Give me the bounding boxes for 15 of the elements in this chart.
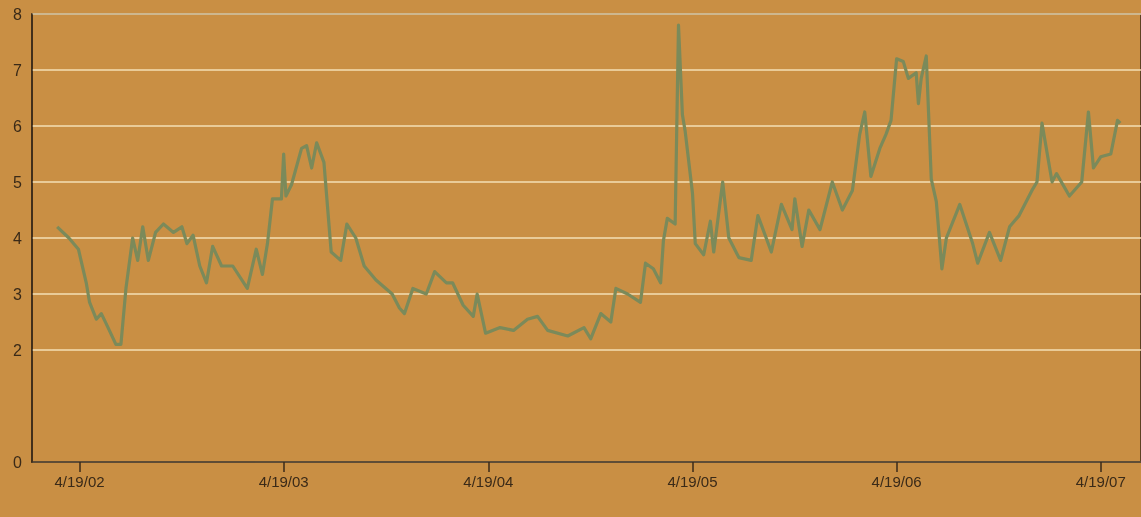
x-tick-label: 4/19/04 <box>463 473 514 490</box>
x-tick-label: 4/19/05 <box>667 473 718 490</box>
y-tick-label: 2 <box>13 341 23 359</box>
x-tick-label: 4/19/07 <box>1075 473 1126 490</box>
x-tick-label: 4/19/02 <box>54 473 105 490</box>
line-series <box>55 23 1122 346</box>
y-tick-label: 3 <box>13 285 23 303</box>
x-tick-label: 4/19/06 <box>871 473 922 490</box>
y-tick-label: 7 <box>13 61 23 79</box>
x-tick-label: 4/19/03 <box>258 473 309 490</box>
y-tick-label: 5 <box>13 173 23 191</box>
y-tick-label: 0 <box>13 453 23 471</box>
y-tick-label: 4 <box>13 229 23 247</box>
y-tick-label: 6 <box>13 117 23 135</box>
y-tick-label: 8 <box>13 5 23 23</box>
